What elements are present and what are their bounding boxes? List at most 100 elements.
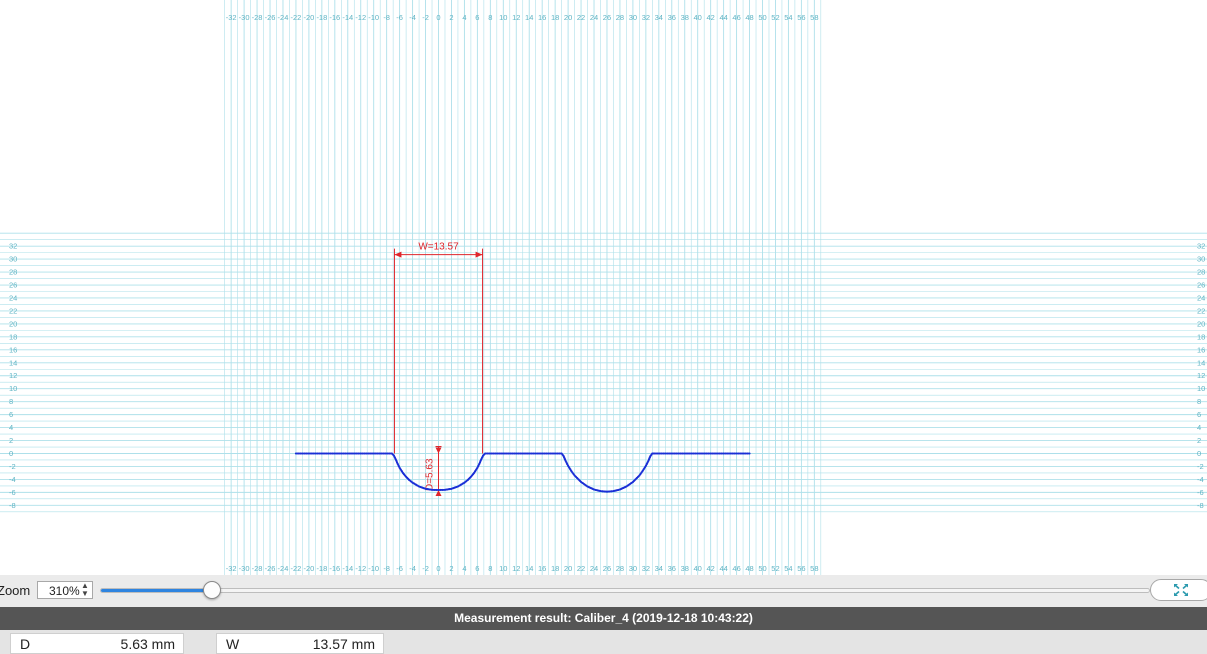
x-tick-label-top: 30	[629, 13, 637, 22]
profile-point	[654, 452, 656, 454]
profile-point	[718, 452, 720, 454]
profile-point	[329, 452, 331, 454]
profile-point	[667, 452, 669, 454]
profile-point	[325, 452, 327, 454]
profile-point	[304, 452, 306, 454]
profile-point	[688, 452, 690, 454]
profile-point	[442, 489, 444, 491]
profile-point	[355, 452, 357, 454]
x-tick-label-bottom: 48	[745, 564, 753, 573]
x-tick-label-bottom: 54	[784, 564, 792, 573]
profile-point	[316, 452, 318, 454]
profile-point	[720, 452, 722, 454]
profile-point	[673, 452, 675, 454]
y-tick-label-right: 0	[1197, 449, 1201, 458]
x-tick-label-bottom: -22	[291, 564, 302, 573]
profile-point	[353, 452, 355, 454]
profile-point	[306, 452, 308, 454]
profile-point	[662, 452, 664, 454]
x-tick-label-bottom: 28	[616, 564, 624, 573]
x-tick-label-top: -30	[239, 13, 250, 22]
spinner-arrows-icon[interactable]: ▲ ▼	[80, 582, 90, 598]
x-tick-label-top: 28	[616, 13, 624, 22]
profile-point	[357, 452, 359, 454]
zoom-slider-thumb[interactable]	[203, 581, 221, 599]
x-tick-label-top: -16	[329, 13, 340, 22]
x-tick-label-top: 46	[732, 13, 740, 22]
x-tick-label-top: 58	[810, 13, 818, 22]
profile-point	[437, 489, 439, 491]
x-tick-label-top: 6	[475, 13, 479, 22]
y-tick-label-left: 14	[9, 358, 17, 367]
profile-point	[535, 452, 537, 454]
profile-point	[680, 452, 682, 454]
profile-point	[477, 465, 479, 467]
x-tick-label-bottom: 44	[719, 564, 727, 573]
y-tick-label-left: -4	[9, 475, 16, 484]
x-tick-label-bottom: 6	[475, 564, 479, 573]
x-tick-label-top: 10	[499, 13, 507, 22]
x-tick-label-top: 26	[603, 13, 611, 22]
profile-point	[359, 452, 361, 454]
profile-point	[336, 452, 338, 454]
profile-point	[364, 452, 366, 454]
profile-point	[537, 452, 539, 454]
zoom-slider-track[interactable]	[100, 588, 1150, 593]
profile-point	[548, 452, 550, 454]
profile-point	[669, 452, 671, 454]
profile-point	[433, 489, 435, 491]
y-tick-label-left: 18	[9, 332, 17, 341]
x-tick-label-bottom: -24	[278, 564, 289, 573]
profile-point	[361, 452, 363, 454]
profile-point	[699, 452, 701, 454]
profile-plot[interactable]: -32-32-30-30-28-28-26-26-24-24-22-22-20-…	[0, 0, 1207, 575]
profile-point	[384, 452, 386, 454]
x-tick-label-top: 8	[488, 13, 492, 22]
y-tick-label-left: 22	[9, 306, 17, 315]
x-tick-label-top: 18	[551, 13, 559, 22]
x-tick-label-top: -4	[409, 13, 416, 22]
x-tick-label-bottom: 22	[577, 564, 585, 573]
profile-point	[526, 452, 528, 454]
y-tick-label-left: 20	[9, 319, 17, 328]
profile-point	[378, 452, 380, 454]
profile-point	[351, 452, 353, 454]
profile-point	[480, 458, 482, 460]
profile-point	[746, 452, 748, 454]
y-tick-label-left: 6	[9, 410, 13, 419]
x-tick-label-top: 42	[706, 13, 714, 22]
measurement-values-row: D 5.63 mm W 13.57 mm	[0, 630, 1207, 654]
y-tick-label-right: -6	[1197, 488, 1204, 497]
profile-point	[714, 452, 716, 454]
zoom-spinbox[interactable]: 310% ▲ ▼	[37, 581, 93, 599]
profile-point	[429, 488, 431, 490]
profile-point	[332, 452, 334, 454]
profile-point	[736, 452, 738, 454]
y-tick-label-left: 10	[9, 384, 17, 393]
profile-point	[387, 452, 389, 454]
y-tick-label-left: 26	[9, 281, 17, 290]
profile-point	[532, 452, 534, 454]
zoom-value: 310%	[49, 584, 80, 598]
y-tick-label-right: 22	[1197, 306, 1205, 315]
profile-point	[347, 452, 349, 454]
value-w: 13.57 mm	[313, 636, 375, 652]
fit-to-screen-icon	[1173, 583, 1189, 597]
x-tick-label-bottom: 36	[668, 564, 676, 573]
profile-point	[671, 452, 673, 454]
y-tick-label-right: 6	[1197, 410, 1201, 419]
profile-point	[656, 452, 658, 454]
x-tick-label-bottom: -18	[316, 564, 327, 573]
profile-point	[677, 452, 679, 454]
fit-to-screen-button[interactable]	[1150, 579, 1207, 601]
x-tick-label-bottom: 58	[810, 564, 818, 573]
depth-dimension-label: D=5.63	[425, 458, 436, 491]
profile-point	[368, 452, 370, 454]
profile-point	[486, 452, 488, 454]
value-box-d: D 5.63 mm	[10, 633, 184, 654]
x-tick-label-bottom: 18	[551, 564, 559, 573]
profile-point	[393, 454, 395, 456]
x-tick-label-bottom: 38	[681, 564, 689, 573]
profile-point	[520, 452, 522, 454]
x-tick-label-top: -12	[355, 13, 366, 22]
